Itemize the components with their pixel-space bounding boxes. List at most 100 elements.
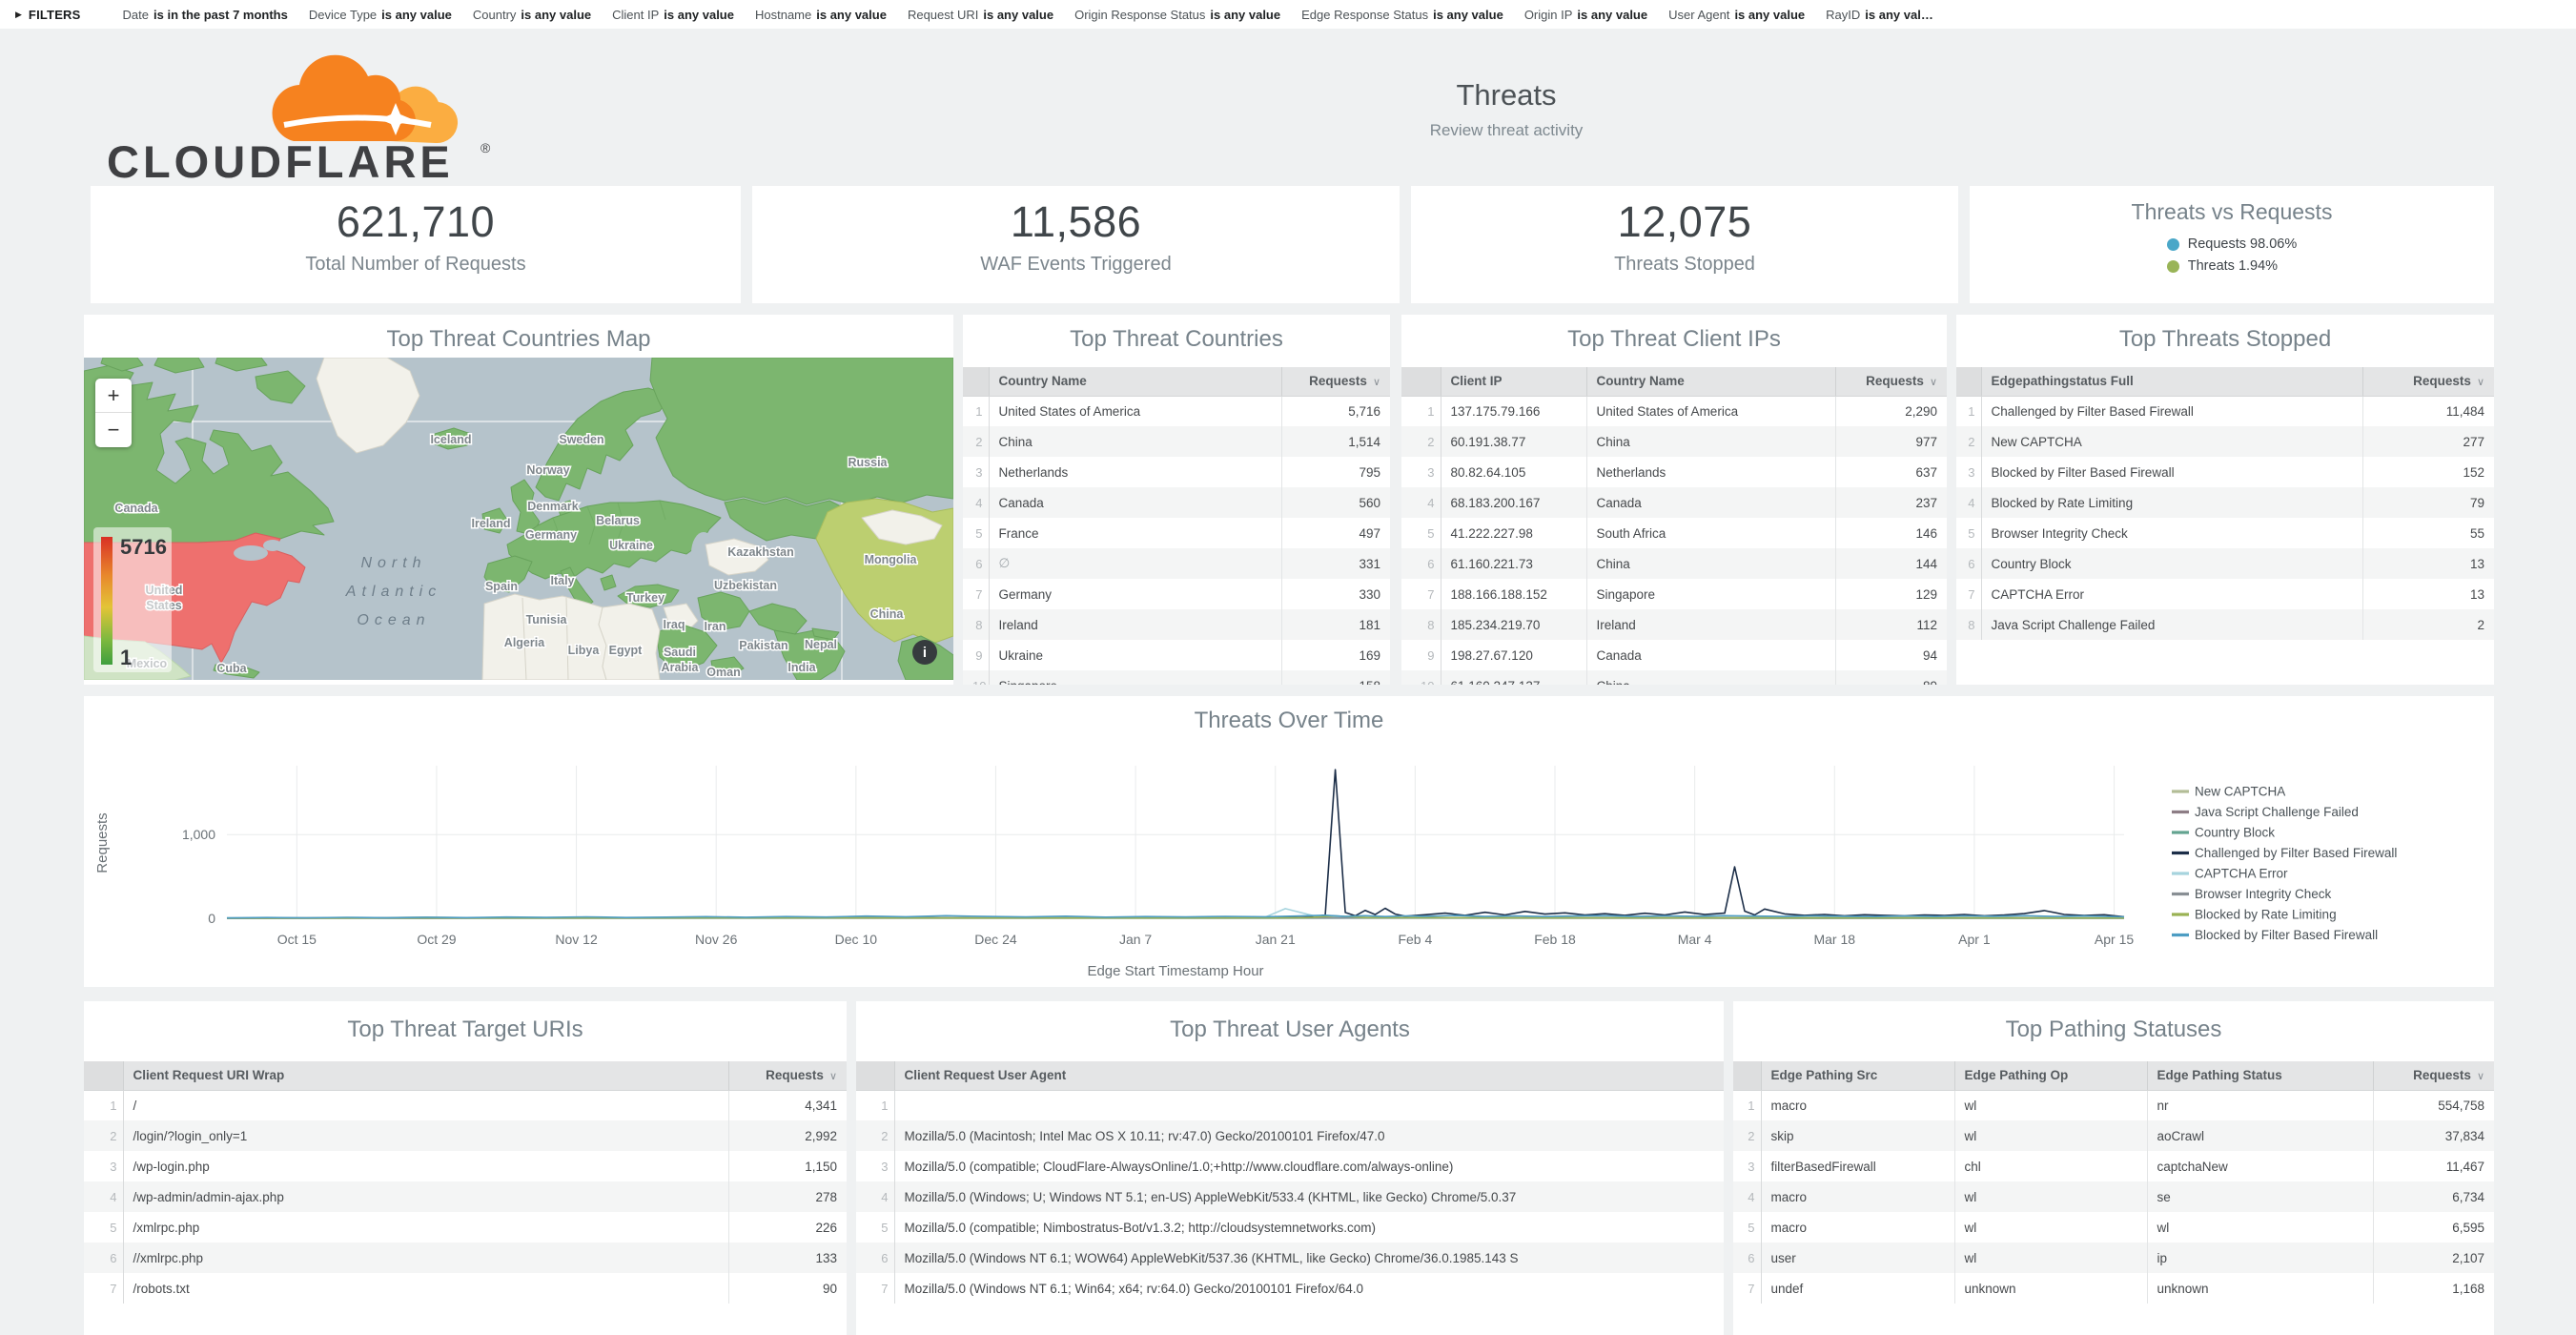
table-row[interactable]: 2/login/?login_only=1 2,992 <box>84 1120 847 1151</box>
filter-item[interactable]: Hostname is any value <box>754 7 887 22</box>
table-row[interactable]: 7 Mozilla/5.0 (Windows NT 6.1; Win64; x64… <box>856 1273 1724 1304</box>
sort-caret-icon[interactable]: ∨ <box>2476 1071 2484 1083</box>
table-row[interactable]: 9 Ukraine 169 <box>963 640 1390 670</box>
table-row[interactable]: 10Singapore158 <box>963 670 1390 685</box>
table-row[interactable]: 4 68.183.200.167 Canada 237 <box>1401 487 1947 518</box>
column-header[interactable]: Requests ∨ <box>727 1061 847 1091</box>
table-row[interactable]: 6 user wl ip 2,107 <box>1733 1243 2494 1273</box>
table-row[interactable]: 8 Java Script Challenge Failed 2 <box>1956 609 2494 640</box>
column-header[interactable]: Edge Pathing Src <box>1760 1061 1954 1091</box>
table-row[interactable]: 5 Mozilla/5.0 (compatible; Nimbostratus-B… <box>856 1212 1724 1243</box>
table-row[interactable]: 3/wp-login.php 1,150 <box>84 1151 847 1181</box>
chart-legend-item[interactable]: Blocked by Filter Based Firewall <box>2172 928 2378 942</box>
chart-legend-item[interactable]: Blocked by Rate Limiting <box>2172 908 2337 922</box>
table-row[interactable]: 5 41.222.227.98 South Africa 146 <box>1401 518 1947 548</box>
sort-caret-icon[interactable]: ∨ <box>1929 377 1937 389</box>
table-row[interactable]: 2 skip wl aoCrawl 37,834 <box>1733 1120 2494 1151</box>
filter-item[interactable]: Request URI is any value <box>907 7 1054 22</box>
sort-caret-icon[interactable]: ∨ <box>1372 377 1380 389</box>
column-header[interactable]: Requests ∨ <box>2372 1061 2494 1091</box>
filter-item[interactable]: User Agent is any value <box>1668 7 1806 22</box>
table-row[interactable]: 2 Mozilla/5.0 (Macintosh; Intel Mac OS X … <box>856 1120 1724 1151</box>
column-header[interactable]: Requests ∨ <box>2361 367 2494 397</box>
table-row[interactable]: 4 macro wl se 6,734 <box>1733 1181 2494 1212</box>
filters-toggle[interactable]: ▶ FILTERS <box>15 8 81 22</box>
map-zoom-in-button[interactable]: + <box>95 379 132 413</box>
table-row[interactable]: 1 macro wl nr 554,758 <box>1733 1090 2494 1120</box>
column-header[interactable]: Client Request URI Wrap <box>122 1061 728 1091</box>
sort-caret-icon[interactable]: ∨ <box>828 1071 837 1083</box>
table-row[interactable]: 6 ∅ 331 <box>963 548 1390 579</box>
world-map[interactable]: CanadaUnitedStatesMexicoCubaIcelandIrela… <box>84 358 953 680</box>
sort-caret-icon[interactable]: ∨ <box>2476 377 2484 389</box>
chart-legend-item[interactable]: Browser Integrity Check <box>2172 887 2332 901</box>
table-row[interactable]: 7 CAPTCHA Error 13 <box>1956 579 2494 609</box>
chart-legend-item[interactable]: Country Block <box>2172 826 2275 840</box>
table-row[interactable]: 1/4,341 <box>84 1090 847 1120</box>
map-zoom-out-button[interactable]: − <box>107 418 120 442</box>
table-row[interactable]: 2 China 1,514 <box>963 426 1390 457</box>
table-row[interactable]: 1 137.175.79.166 United States of America 2… <box>1401 396 1947 426</box>
table-row[interactable]: 4 Mozilla/5.0 (Windows; U; Windows NT 5.1… <box>856 1181 1724 1212</box>
table-row[interactable]: 3 filterBasedFirewall chl captchaNew 11,467 <box>1733 1151 2494 1181</box>
table-row[interactable]: 7/robots.txt 90 <box>84 1273 847 1304</box>
table-row[interactable]: 4 Blocked by Rate Limiting 79 <box>1956 487 2494 518</box>
table-row[interactable]: 4 Canada 560 <box>963 487 1390 518</box>
column-header[interactable]: Client Request User Agent <box>893 1061 1724 1091</box>
table-row[interactable]: 6//xmlrpc.php 133 <box>84 1243 847 1273</box>
table-row[interactable]: 5/xmlrpc.php 226 <box>84 1212 847 1243</box>
table-row[interactable]: 8 185.234.219.70 Ireland 112 <box>1401 609 1947 640</box>
table-row[interactable]: 2 60.191.38.77 China 977 <box>1401 426 1947 457</box>
filter-item[interactable]: Edge Response Status is any value <box>1301 7 1503 22</box>
table-row[interactable]: 6 Country Block 13 <box>1956 548 2494 579</box>
table-row[interactable]: 5 France 497 <box>963 518 1390 548</box>
table-row[interactable]: 4/wp-admin/admin-ajax.php 278 <box>84 1181 847 1212</box>
chart-legend-item[interactable]: Java Script Challenge Failed <box>2172 805 2359 819</box>
legend-item-requests[interactable]: Requests 98.06% <box>2166 236 2297 252</box>
table-row[interactable]: 2 New CAPTCHA 277 <box>1956 426 2494 457</box>
filter-item[interactable]: Date is in the past 7 months <box>122 7 288 22</box>
table-row[interactable]: 6 Mozilla/5.0 (Windows NT 6.1; WOW64) App… <box>856 1243 1724 1273</box>
table-cell: 185.234.219.70 <box>1440 609 1586 640</box>
table-row[interactable]: 3 80.82.64.105 Netherlands 637 <box>1401 457 1947 487</box>
table-row[interactable]: 1061.160.247.137China89 <box>1401 670 1947 685</box>
filter-item[interactable]: RayID is any val… <box>1826 7 1933 22</box>
table-row[interactable]: 1 Challenged by Filter Based Firewall 11,4… <box>1956 396 2494 426</box>
map-info-icon[interactable]: i <box>912 640 937 665</box>
table-row[interactable]: 7 undef unknown unknown 1,168 <box>1733 1273 2494 1304</box>
table-row[interactable]: 1 United States of America 5,716 <box>963 396 1390 426</box>
table-row[interactable]: 5 macro wl wl 6,595 <box>1733 1212 2494 1243</box>
column-header[interactable]: Edgepathingstatus Full <box>1980 367 2362 397</box>
filter-item[interactable]: Country is any value <box>472 7 592 22</box>
map-country-label: Arabia <box>662 661 700 674</box>
chart-xlabel: Edge Start Timestamp Hour <box>1087 963 1263 979</box>
table-row[interactable]: 3 Blocked by Filter Based Firewall 152 <box>1956 457 2494 487</box>
chart-legend-item[interactable]: Challenged by Filter Based Firewall <box>2172 846 2397 860</box>
table-cell: 278 <box>727 1181 847 1212</box>
table-row[interactable]: 7 Germany 330 <box>963 579 1390 609</box>
column-header[interactable]: Requests ∨ <box>1834 367 1947 397</box>
table-row[interactable]: 5 Browser Integrity Check 55 <box>1956 518 2494 548</box>
column-header[interactable]: Edge Pathing Op <box>1953 1061 2147 1091</box>
table-row[interactable]: 3 Netherlands 795 <box>963 457 1390 487</box>
table-row[interactable]: 8 Ireland 181 <box>963 609 1390 640</box>
filter-item[interactable]: Device Type is any value <box>308 7 452 22</box>
column-header[interactable]: Country Name <box>1585 367 1835 397</box>
table-row[interactable]: 9 198.27.67.120 Canada 94 <box>1401 640 1947 670</box>
filter-item[interactable]: Origin Response Status is any value <box>1074 7 1281 22</box>
column-header[interactable]: Client IP <box>1440 367 1586 397</box>
chart-legend-item[interactable]: CAPTCHA Error <box>2172 867 2288 881</box>
chart-legend-item[interactable]: New CAPTCHA <box>2172 785 2285 799</box>
column-header[interactable]: Requests ∨ <box>1280 367 1390 397</box>
column-header[interactable]: Country Name <box>988 367 1281 397</box>
map-canvas[interactable]: CanadaUnitedStatesMexicoCubaIcelandIrela… <box>84 358 953 680</box>
table-row[interactable]: 7 188.166.188.152 Singapore 129 <box>1401 579 1947 609</box>
table-row[interactable]: 1 <box>856 1090 1724 1120</box>
filter-item[interactable]: Client IP is any value <box>612 7 734 22</box>
table-row[interactable]: 6 61.160.221.73 China 144 <box>1401 548 1947 579</box>
column-header[interactable]: Edge Pathing Status <box>2146 1061 2373 1091</box>
filter-item[interactable]: Origin IP is any value <box>1523 7 1648 22</box>
table-cell: 277 <box>2361 426 2494 457</box>
table-row[interactable]: 3 Mozilla/5.0 (compatible; CloudFlare-Alw… <box>856 1151 1724 1181</box>
legend-item-threats[interactable]: Threats 1.94% <box>2166 258 2297 274</box>
